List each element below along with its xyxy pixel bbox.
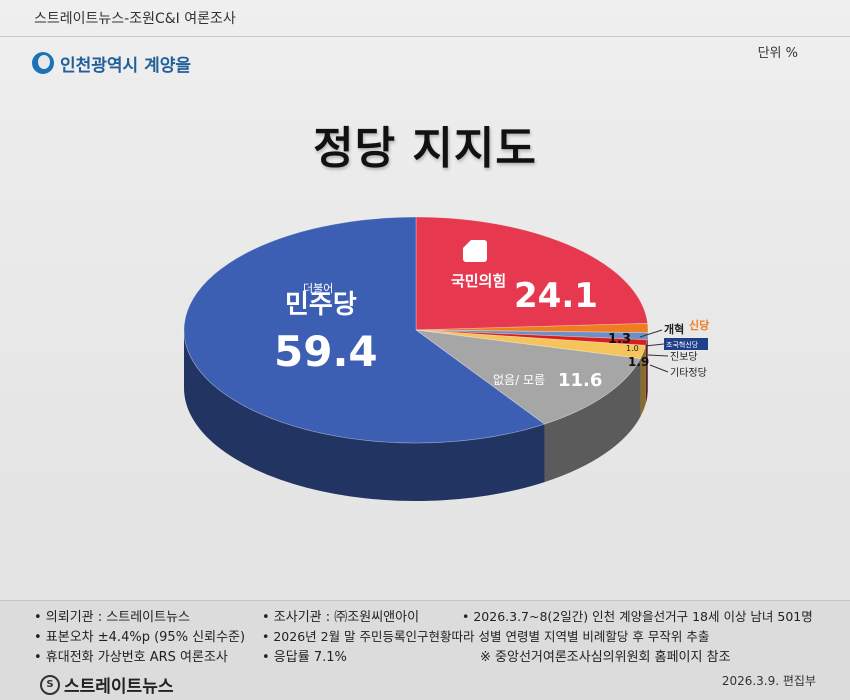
label-rebuild-name: 조국혁신당 <box>666 340 699 349</box>
brand-name: 스트레이트뉴스 <box>64 672 173 697</box>
pie-side-slice-4 <box>646 340 647 404</box>
label-dem-value: 59.4 <box>274 327 378 376</box>
footer-agency: • 조사기관 : ㈜조원씨앤아이 <box>262 606 419 625</box>
brand-icon: S <box>40 675 60 695</box>
label-ppp-value: 24.1 <box>514 276 598 316</box>
footer-sampling: • 2026년 2월 말 주민등록인구현황따라 성별 연령별 지역별 비례할당 … <box>262 626 709 645</box>
publish-date: 2026.3.9. 편집부 <box>722 672 816 689</box>
leader-other <box>650 365 668 372</box>
label-other-name: 기타정당 <box>670 367 707 379</box>
label-reform-name-a: 개혁 <box>664 322 684 336</box>
footer-response: • 응답률 7.1% <box>262 646 347 665</box>
label-dem-name: 민주당 <box>285 290 357 320</box>
footer-method: • 휴대전화 가상번호 ARS 여론조사 <box>34 646 228 665</box>
footer-nec: ※ 중앙선거여론조사심의위원회 홈페이지 참조 <box>480 646 731 665</box>
leader-progressive <box>648 355 668 356</box>
label-reform-name-b: 신당 <box>689 318 709 332</box>
pie-chart: 더불어 민주당 59.4 국민의힘 24.1 없음/ 모름 11.6 1.3 개… <box>0 0 850 600</box>
label-none-name: 없음/ 모름 <box>493 373 545 387</box>
brand-logo: S 스트레이트뉴스 <box>40 672 173 697</box>
pie-tops <box>184 217 648 443</box>
label-other-value: 1.9 <box>628 355 649 369</box>
label-progressive-name: 진보당 <box>670 351 698 363</box>
footer-period: • 2026.3.7~8(2일간) 인천 계양을선거구 18세 이상 남녀 50… <box>462 606 813 625</box>
label-none-value: 11.6 <box>558 370 602 391</box>
label-ppp-name: 국민의힘 <box>451 272 506 290</box>
footer-commissioner: • 의뢰기관 : 스트레이트뉴스 <box>34 606 190 625</box>
label-rebuild-value: 1.0 <box>626 344 639 353</box>
footer-error: • 표본오차 ±4.4%p (95% 신뢰수준) <box>34 626 245 645</box>
